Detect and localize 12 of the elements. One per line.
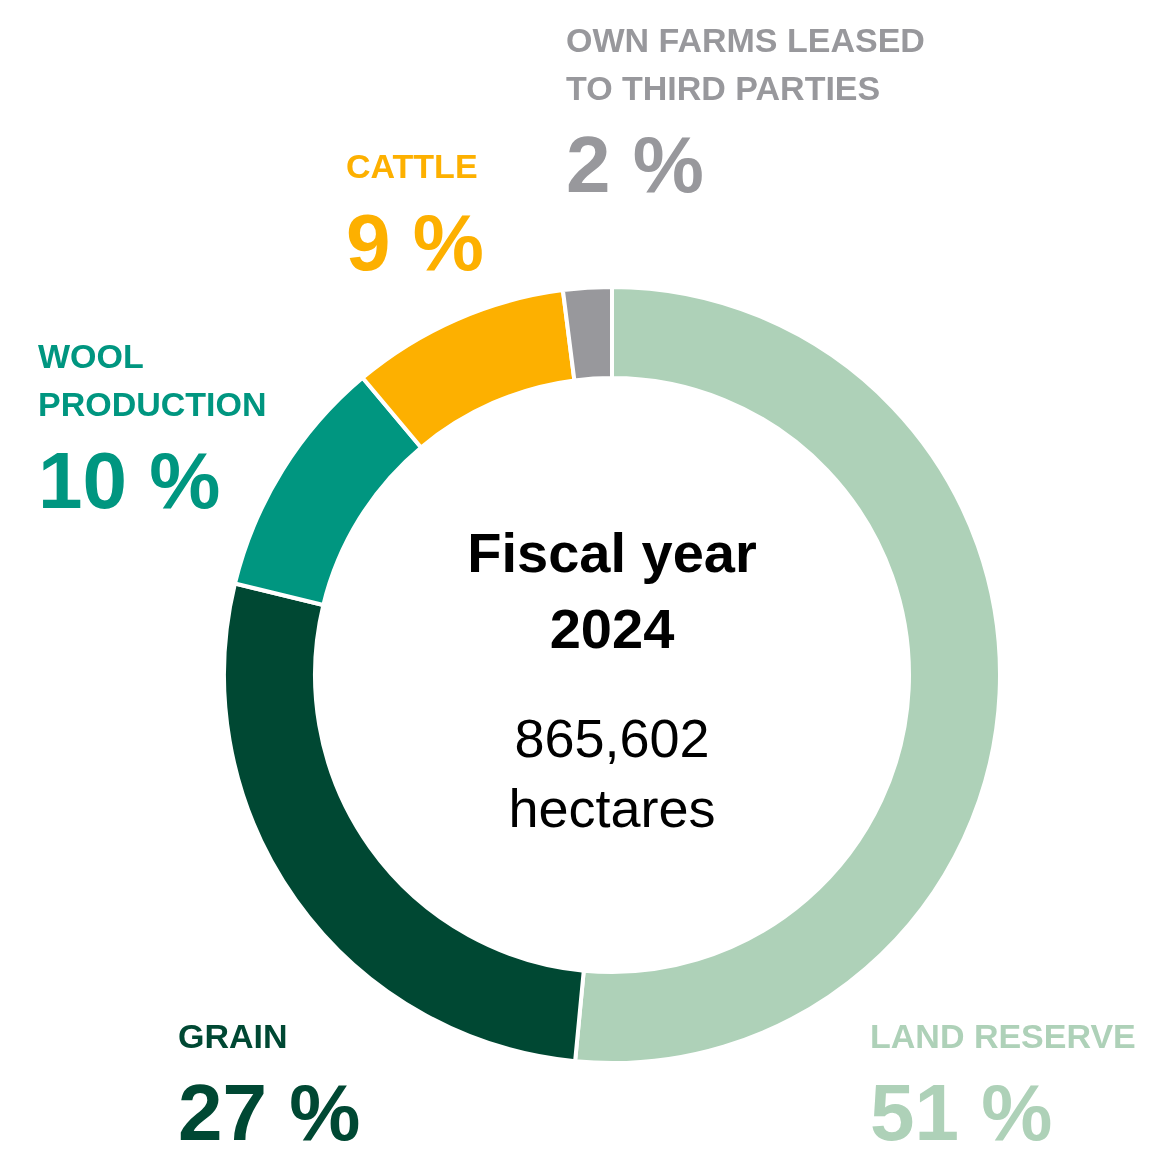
data-label: 10 %	[38, 436, 221, 525]
text: 865,602 hectares	[508, 708, 716, 838]
data-label: 51 %	[870, 1068, 1053, 1157]
data-label: 9 %	[346, 198, 484, 287]
data-label: 2 %	[566, 120, 704, 209]
text: Fiscal year 2024	[467, 521, 757, 660]
slice-label: GRAIN	[178, 1017, 288, 1055]
data-label: 27 %	[178, 1068, 361, 1157]
slice-label: OWN FARMS LEASED TO THIRD PARTIES	[566, 21, 925, 107]
slice-label: CATTLE	[346, 147, 478, 185]
slice-label: WOOL PRODUCTION	[38, 337, 267, 423]
slice-label: LAND RESERVE	[870, 1017, 1136, 1055]
